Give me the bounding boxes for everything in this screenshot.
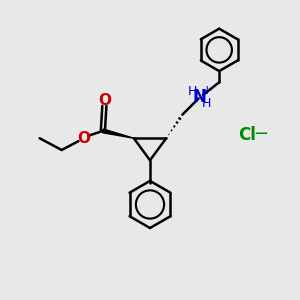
Text: −: − xyxy=(253,125,268,143)
Text: H: H xyxy=(202,97,212,110)
Polygon shape xyxy=(102,129,134,138)
Text: H: H xyxy=(188,85,197,98)
Text: Cl: Cl xyxy=(238,126,256,144)
Text: +: + xyxy=(202,84,212,97)
Text: N: N xyxy=(193,88,207,106)
Text: O: O xyxy=(98,93,111,108)
Text: O: O xyxy=(77,131,90,146)
